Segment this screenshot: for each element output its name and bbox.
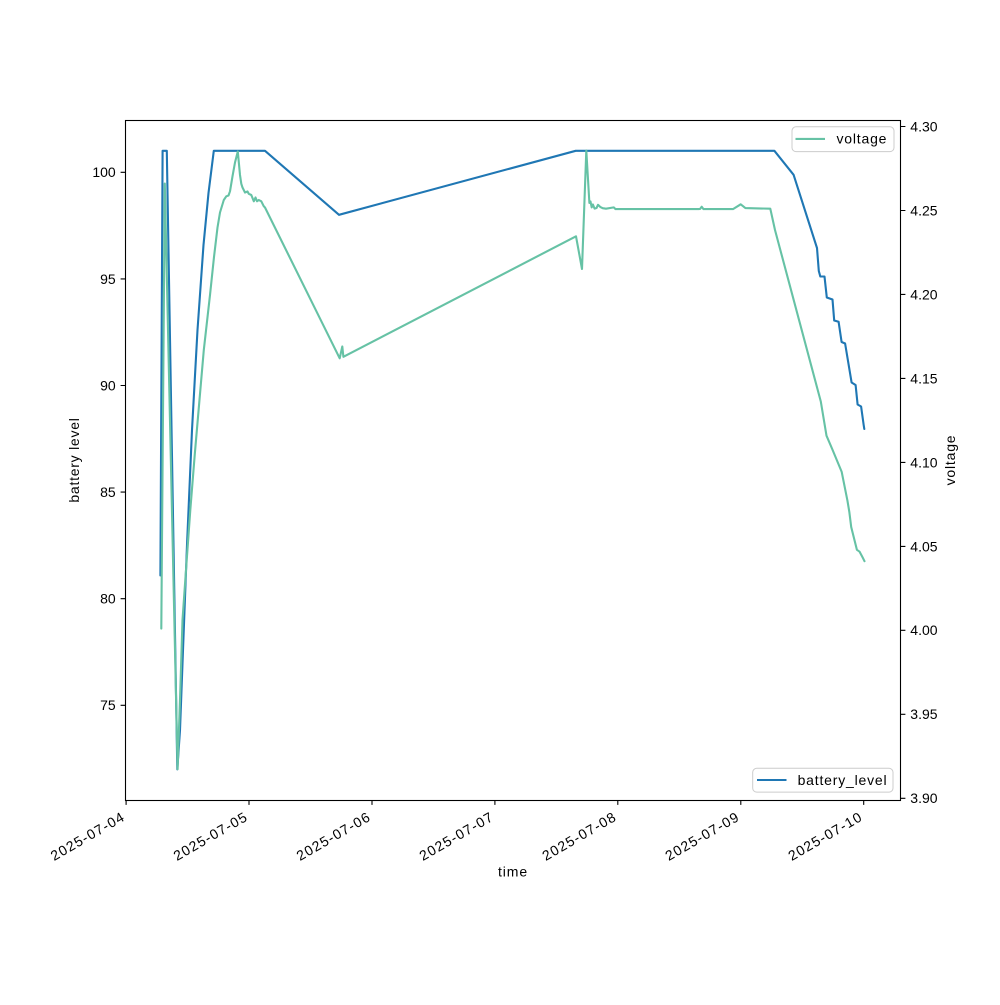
svg-text:voltage: voltage: [942, 435, 958, 486]
svg-text:90: 90: [100, 377, 116, 393]
svg-text:80: 80: [100, 591, 116, 607]
svg-text:4.00: 4.00: [910, 622, 937, 638]
svg-text:85: 85: [100, 484, 116, 500]
svg-text:4.25: 4.25: [910, 202, 937, 218]
svg-text:3.95: 3.95: [910, 706, 937, 722]
svg-text:100: 100: [92, 164, 116, 180]
svg-text:4.20: 4.20: [910, 286, 937, 302]
svg-text:time: time: [498, 864, 528, 880]
svg-text:75: 75: [100, 697, 116, 713]
svg-text:4.15: 4.15: [910, 370, 937, 386]
svg-text:4.30: 4.30: [910, 118, 937, 134]
svg-text:voltage: voltage: [837, 131, 888, 147]
svg-text:battery_level: battery_level: [798, 772, 888, 788]
svg-text:4.05: 4.05: [910, 538, 937, 554]
svg-text:95: 95: [100, 271, 116, 287]
svg-text:battery level: battery level: [66, 417, 82, 502]
svg-text:4.10: 4.10: [910, 454, 937, 470]
svg-text:3.90: 3.90: [910, 790, 937, 806]
